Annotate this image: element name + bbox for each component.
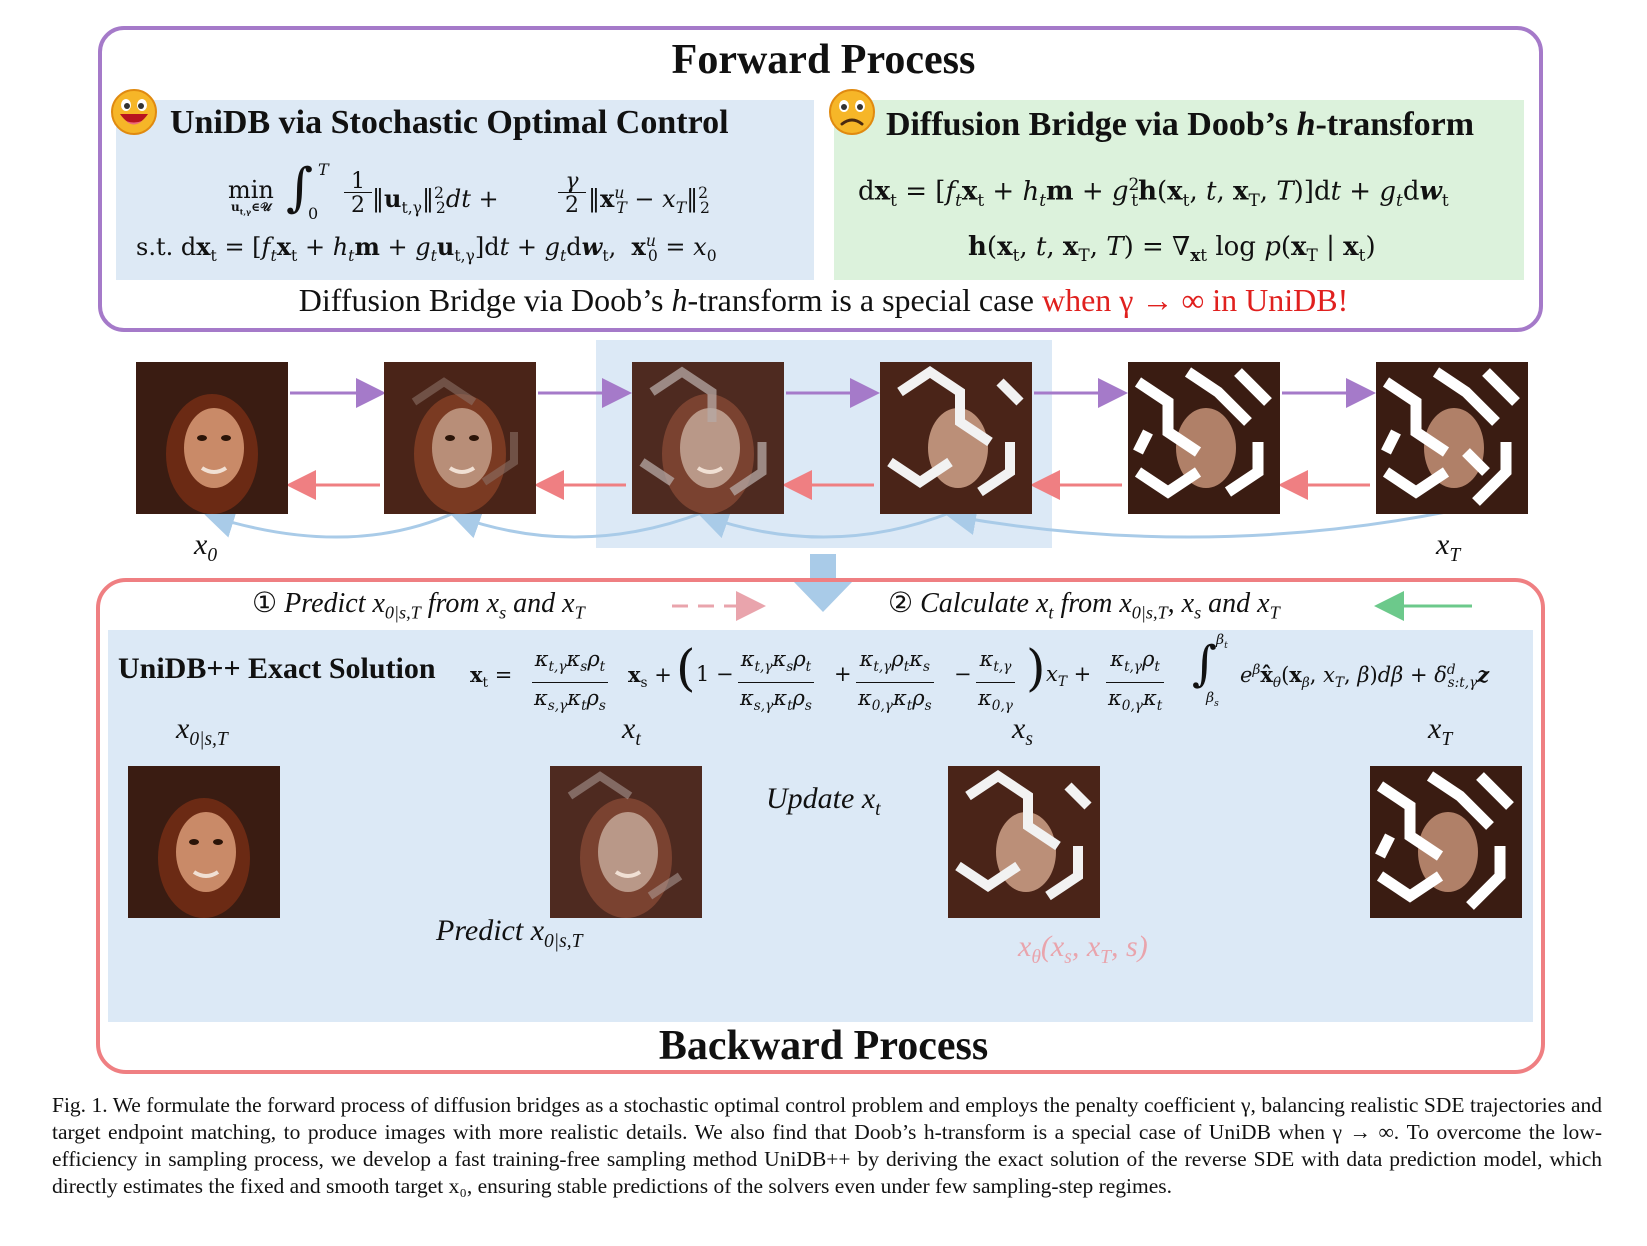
special-case-statement: Diffusion Bridge via Doob’s h-transform … — [298, 282, 1349, 318]
sad-face-icon — [829, 89, 875, 135]
forward-process-box — [98, 26, 1543, 332]
unidb-soc-panel — [116, 100, 814, 280]
label-xs: xs — [1012, 712, 1033, 750]
x-theta-label: xθ(xs, xT, s) — [1018, 930, 1148, 968]
soc-objective-equation: min ut,γ∈𝒰 ∫ T 0 1 2 ‖ut,γ‖22dt + γ 2 ‖x… — [228, 158, 710, 223]
face-image-xs — [948, 766, 1100, 918]
face-image-x0sT — [128, 766, 280, 918]
label-xT-backward: xT — [1428, 712, 1453, 750]
happy-face-icon — [111, 89, 157, 135]
forward-process-title: Forward Process — [671, 37, 976, 83]
backward-process-title: Backward Process — [658, 1023, 989, 1069]
label-xT: xT — [1436, 528, 1461, 566]
step2-calculate: ② Calculate xt from x0|s,T, xs and xT — [888, 588, 1280, 623]
doob-sde-equation: dxt = [ftxt + htm + g2th(xt, t, xT, T)]d… — [858, 174, 1449, 210]
face-image-xt — [550, 766, 702, 918]
doob-h-equation: h(xt, t, xT, T) = ∇xt log p(xT | xt) — [968, 232, 1376, 266]
backward-process-box — [96, 578, 1545, 1074]
face-image-x0 — [136, 362, 288, 514]
update-xt-label: Update xt — [766, 782, 881, 820]
step1-predict: ① Predict x0|s,T from xs and xT — [252, 588, 585, 623]
figure-caption: Fig. 1. We formulate the forward process… — [52, 1093, 1602, 1198]
face-image-xT-backward — [1370, 766, 1522, 918]
soc-constraint-equation: s.t. dxt = [ftxt + htm + gtut,γ]dt + gtd… — [136, 232, 717, 265]
face-image-step4 — [1128, 362, 1280, 514]
label-xt: xt — [622, 712, 641, 750]
label-x0: x0 — [194, 528, 218, 566]
exact-solution-title: UniDB++ Exact Solution — [118, 652, 436, 685]
face-image-xT — [1376, 362, 1528, 514]
exact-solution-equation: xt = κt,γκsρt κs,γκtρs xs + ( 1 − κt,γκsρ… — [470, 632, 1530, 714]
unidb-soc-title: UniDB via Stochastic Optimal Control — [170, 104, 729, 141]
face-image-step2 — [632, 362, 784, 514]
exact-solution-panel — [108, 630, 1533, 1022]
face-image-step1 — [384, 362, 536, 514]
doob-bridge-panel — [834, 100, 1524, 280]
face-image-step3 — [880, 362, 1032, 514]
doob-bridge-title: Diffusion Bridge via Doob’s h-transform — [886, 106, 1475, 143]
predict-x0sT-label: Predict x0|s,T — [436, 914, 583, 952]
label-x0sT: x0|s,T — [176, 712, 228, 750]
